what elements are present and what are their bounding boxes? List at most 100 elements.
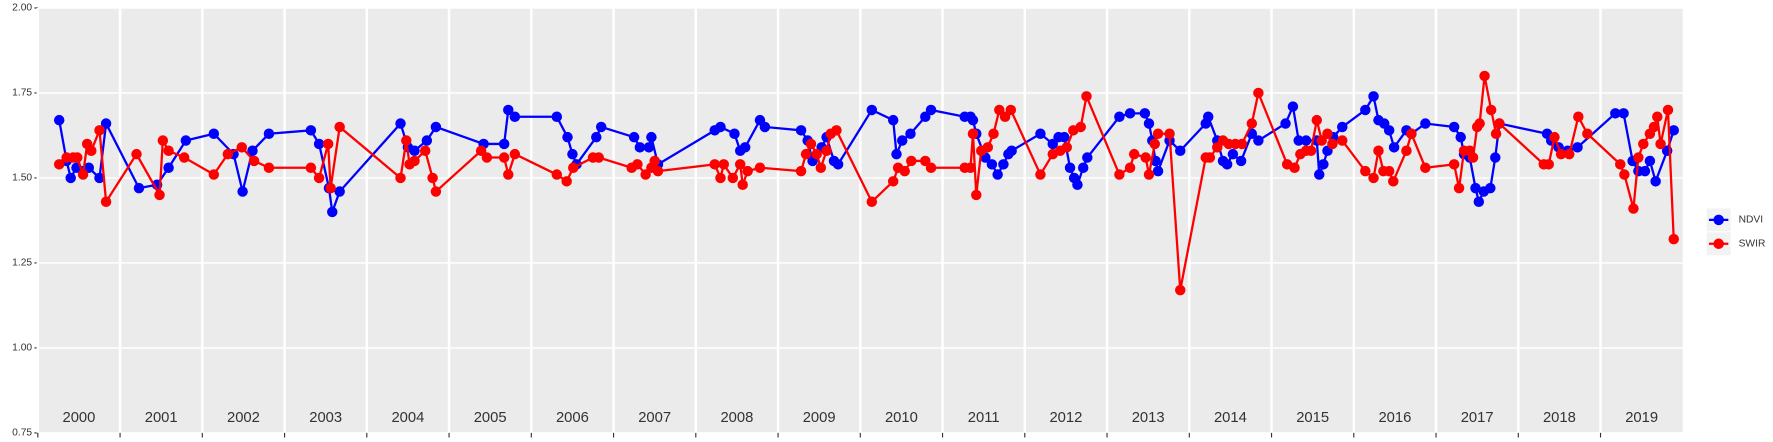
point [154,189,165,201]
point [325,182,336,194]
point [409,145,420,156]
point [899,165,910,177]
y-tick-label: 1.50 [12,173,32,184]
point [1064,162,1076,173]
point [1314,169,1325,180]
point [1035,128,1046,139]
point [1164,128,1175,139]
point [551,111,563,122]
point [53,159,65,170]
point [1081,91,1092,102]
point [595,121,607,133]
point [643,142,655,153]
point [1388,142,1400,153]
x-tick-label: 2006 [556,410,589,426]
point [1143,118,1155,129]
point [967,114,979,126]
point [1420,162,1431,173]
point [727,172,739,184]
point [805,138,817,150]
point [1383,165,1395,177]
x-tick-label: 2005 [474,410,507,426]
point [509,111,521,122]
point [925,162,937,173]
point [897,135,908,146]
point [498,152,510,163]
point [94,125,105,136]
point [1143,169,1155,180]
point [1337,121,1348,133]
x-tick-label: 2008 [720,410,753,426]
y-tick-label: 2.00 [12,3,32,14]
point [421,135,433,146]
x-tick-label: 2000 [62,410,95,426]
point [427,172,438,184]
point [163,145,174,156]
point [1564,148,1575,160]
point [832,159,844,170]
point [1287,101,1299,112]
point [1455,131,1466,143]
point [208,128,220,139]
point [715,121,726,133]
point [322,138,334,150]
point [562,131,573,143]
point [86,145,97,156]
point [163,162,174,173]
x-tick-label: 2014 [1214,410,1247,426]
x-tick-label: 2012 [1049,410,1082,426]
point [1628,203,1639,214]
point [734,159,746,170]
point [982,142,994,153]
point [1485,182,1496,194]
point [1401,145,1412,156]
point [1644,155,1656,167]
point [94,172,105,184]
point [1152,165,1164,177]
point [1360,165,1371,177]
x-tick-label: 2003 [309,410,342,426]
x-tick-label: 2019 [1625,410,1658,426]
point [131,148,142,160]
point [729,128,740,139]
x-tick-label: 2007 [638,410,671,426]
point [1474,118,1485,129]
point [1235,155,1247,167]
point [567,148,578,160]
point [1490,128,1502,139]
point [905,128,916,139]
point [1246,118,1258,129]
point [247,145,258,156]
point [1300,135,1312,146]
point [1114,111,1125,122]
point [986,159,998,170]
x-tick-label: 2002 [227,410,260,426]
point [1082,152,1093,163]
point [1668,233,1679,245]
point [334,121,345,133]
point [503,104,514,116]
point [1485,104,1497,116]
point [1549,131,1560,143]
point [906,155,917,167]
point [561,176,572,187]
point [1072,179,1083,190]
point [891,148,902,160]
point [1322,128,1333,139]
point [866,196,878,207]
point [1337,135,1348,146]
point [593,152,604,163]
point [628,131,640,143]
point [965,162,976,173]
legend-label: SWIR [1739,238,1766,249]
point [1470,182,1481,194]
point [313,138,325,150]
point [1114,169,1125,180]
point [509,148,521,160]
x-tick-label: 2010 [885,410,918,426]
point [591,131,602,143]
series [53,91,1679,218]
point [1124,162,1136,173]
point [1650,176,1661,187]
point [1618,108,1629,119]
